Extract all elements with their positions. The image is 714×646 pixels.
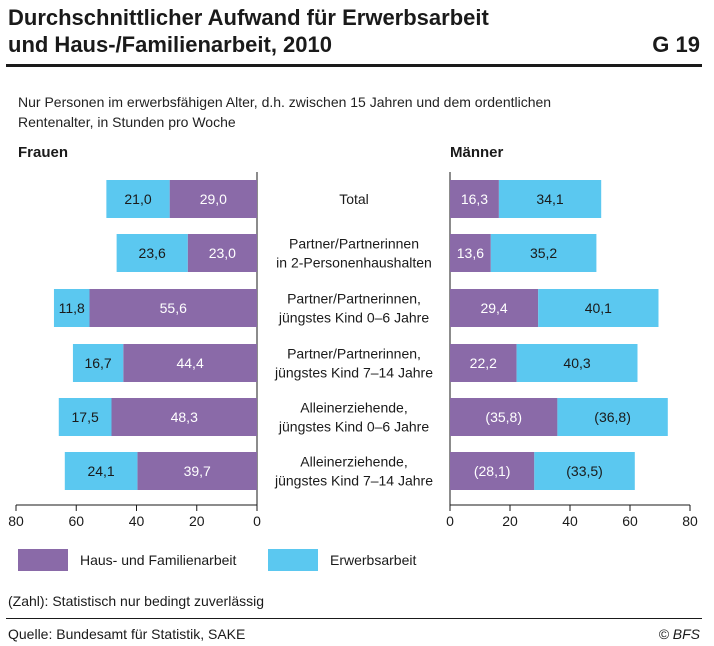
bar-erwerb-frauen	[106, 180, 170, 218]
data-label-erwerb-mnner: 35,2	[530, 245, 557, 261]
data-label-erwerb-mnner: 34,1	[536, 191, 563, 207]
data-label-haus-frauen: 44,4	[176, 355, 203, 371]
bar-haus-mnner	[450, 180, 499, 218]
bar-haus-mnner	[450, 234, 491, 272]
tick-label-frauen: 40	[129, 513, 145, 529]
tick-label-frauen: 60	[68, 513, 84, 529]
data-label-erwerb-frauen: 24,1	[87, 463, 114, 479]
bottom-rule	[6, 618, 702, 619]
tick-label-mnner: 0	[446, 513, 454, 529]
data-label-haus-mnner: 22,2	[470, 355, 497, 371]
legend-item-erwerb: Erwerbsarbeit	[268, 548, 416, 572]
data-label-haus-mnner: 16,3	[461, 191, 488, 207]
bar-erwerb-frauen	[53, 289, 90, 327]
data-label-haus-frauen: 23,0	[209, 245, 236, 261]
data-label-haus-frauen: 55,6	[160, 300, 187, 316]
category-label: Partner/Partnerinnen,	[287, 346, 421, 362]
legend-item-haus: Haus- und Familienarbeit	[18, 548, 236, 572]
data-label-erwerb-frauen: 11,8	[59, 300, 85, 316]
bar-erwerb-frauen	[58, 398, 112, 436]
bar-haus-frauen	[169, 180, 257, 218]
source-text: Quelle: Bundesamt für Statistik, SAKE	[8, 626, 246, 642]
bar-haus-frauen	[89, 289, 257, 327]
data-label-haus-mnner: 29,4	[480, 300, 507, 316]
data-label-erwerb-frauen: 17,5	[72, 409, 99, 425]
tick-label-mnner: 20	[502, 513, 518, 529]
category-label: in 2-Personenhaushalten	[276, 255, 432, 271]
data-label-haus-frauen: 29,0	[200, 191, 227, 207]
legend-label-erwerb: Erwerbsarbeit	[330, 552, 417, 568]
top-rule	[6, 64, 702, 67]
bar-haus-frauen	[111, 398, 257, 436]
bar-erwerb-mnner	[534, 452, 635, 490]
chart-title-line2: und Haus-/Familienarbeit, 2010	[8, 32, 332, 57]
data-label-erwerb-mnner: 40,1	[585, 300, 612, 316]
category-label: jüngstes Kind 0–6 Jahre	[278, 419, 429, 435]
tick-label-mnner: 80	[682, 513, 698, 529]
category-label: Alleinerziehende,	[300, 400, 407, 416]
category-label: jüngstes Kind 7–14 Jahre	[274, 365, 433, 381]
data-label-erwerb-frauen: 16,7	[84, 355, 111, 371]
category-label: Partner/Partnerinnen,	[287, 291, 421, 307]
bar-haus-frauen	[187, 234, 257, 272]
category-label: jüngstes Kind 7–14 Jahre	[274, 473, 433, 489]
legend-swatch-haus	[18, 549, 68, 571]
chart-title-line1: Durchschnittlicher Aufwand für Erwerbsar…	[8, 5, 489, 30]
bar-erwerb-mnner	[538, 289, 659, 327]
category-label: Partner/Partnerinnen	[289, 236, 419, 252]
tick-label-mnner: 60	[622, 513, 638, 529]
bar-erwerb-mnner	[557, 398, 668, 436]
data-label-haus-mnner: (35,8)	[485, 409, 522, 425]
bar-haus-frauen	[123, 344, 258, 382]
data-label-erwerb-mnner: 40,3	[563, 355, 590, 371]
category-label: jüngstes Kind 0–6 Jahre	[278, 310, 429, 326]
tick-label-mnner: 40	[562, 513, 578, 529]
data-label-haus-mnner: (28,1)	[474, 463, 511, 479]
bar-haus-mnner	[450, 398, 558, 436]
copyright-text: © BFS	[658, 626, 700, 642]
bar-erwerb-frauen	[116, 234, 188, 272]
chart-title: Durchschnittlicher Aufwand für Erwerbsar…	[8, 4, 568, 58]
chart-code: G 19	[652, 32, 700, 57]
category-label: Total	[339, 191, 369, 207]
category-label: Alleinerziehende,	[300, 454, 407, 470]
subtitle-line1: Nur Personen im erwerbsfähigen Alter, d.…	[18, 94, 552, 110]
tick-label-frauen: 80	[8, 513, 24, 529]
bar-erwerb-mnner	[498, 180, 602, 218]
chart-subtitle: Nur Personen im erwerbsfähigen Alter, d.…	[18, 92, 658, 132]
bar-erwerb-frauen	[64, 452, 138, 490]
bar-erwerb-mnner	[516, 344, 638, 382]
data-label-erwerb-frauen: 21,0	[124, 191, 151, 207]
tick-label-frauen: 0	[253, 513, 261, 529]
data-label-haus-mnner: 13,6	[457, 245, 484, 261]
data-label-erwerb-frauen: 23,6	[139, 245, 166, 261]
data-label-erwerb-mnner: (33,5)	[566, 463, 603, 479]
panel-label-maenner: Männer	[450, 144, 504, 161]
bar-haus-mnner	[450, 344, 517, 382]
subtitle-line2: Rentenalter, in Stunden pro Woche	[18, 114, 236, 130]
reliability-note: (Zahl): Statistisch nur bedingt zuverläs…	[8, 593, 264, 609]
data-label-haus-frauen: 39,7	[184, 463, 211, 479]
bar-haus-frauen	[137, 452, 257, 490]
bar-erwerb-frauen	[72, 344, 124, 382]
bar-haus-mnner	[450, 452, 535, 490]
bar-haus-mnner	[450, 289, 539, 327]
panel-label-frauen: Frauen	[18, 144, 69, 161]
data-label-haus-frauen: 48,3	[171, 409, 198, 425]
data-label-erwerb-mnner: (36,8)	[594, 409, 631, 425]
bar-erwerb-mnner	[490, 234, 597, 272]
legend-label-haus: Haus- und Familienarbeit	[80, 552, 237, 568]
tick-label-frauen: 20	[189, 513, 205, 529]
legend-swatch-erwerb	[268, 549, 318, 571]
